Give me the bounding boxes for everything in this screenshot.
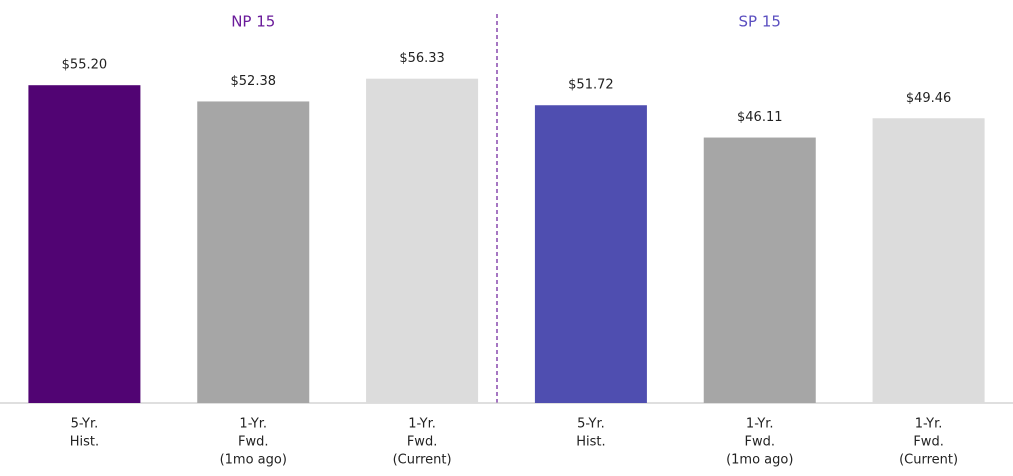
bar — [366, 78, 479, 404]
bar — [197, 101, 310, 403]
x-tick-label: Fwd. — [238, 435, 269, 450]
bar — [28, 85, 141, 403]
x-tick-label: Fwd. — [745, 435, 776, 450]
x-tick-label: (Current) — [899, 453, 958, 468]
x-tick-label: 1-Yr. — [915, 417, 943, 432]
x-tick-label: Fwd. — [407, 435, 438, 450]
bar — [534, 105, 647, 403]
value-label: $51.72 — [568, 78, 614, 93]
bar — [703, 137, 816, 403]
x-tick-label: Hist. — [70, 435, 99, 450]
x-tick-label: (1mo ago) — [220, 453, 287, 468]
value-label: $56.33 — [399, 51, 445, 66]
group-title: SP 15 — [739, 13, 781, 31]
value-label: $52.38 — [231, 74, 277, 89]
group-title: NP 15 — [231, 13, 275, 31]
x-tick-label: 5-Yr. — [71, 417, 99, 432]
x-tick-label: Hist. — [576, 435, 605, 450]
x-tick-label: 1-Yr. — [239, 417, 267, 432]
x-tick-label: 1-Yr. — [408, 417, 436, 432]
x-tick-label: (Current) — [393, 453, 452, 468]
x-tick-label: 5-Yr. — [577, 417, 605, 432]
x-tick-label: (1mo ago) — [726, 453, 793, 468]
bar — [872, 118, 985, 404]
value-label: $49.46 — [906, 91, 952, 106]
x-tick-label: Fwd. — [913, 435, 944, 450]
value-label: $55.20 — [62, 58, 108, 73]
value-label: $46.11 — [737, 110, 783, 125]
x-tick-label: 1-Yr. — [746, 417, 774, 432]
